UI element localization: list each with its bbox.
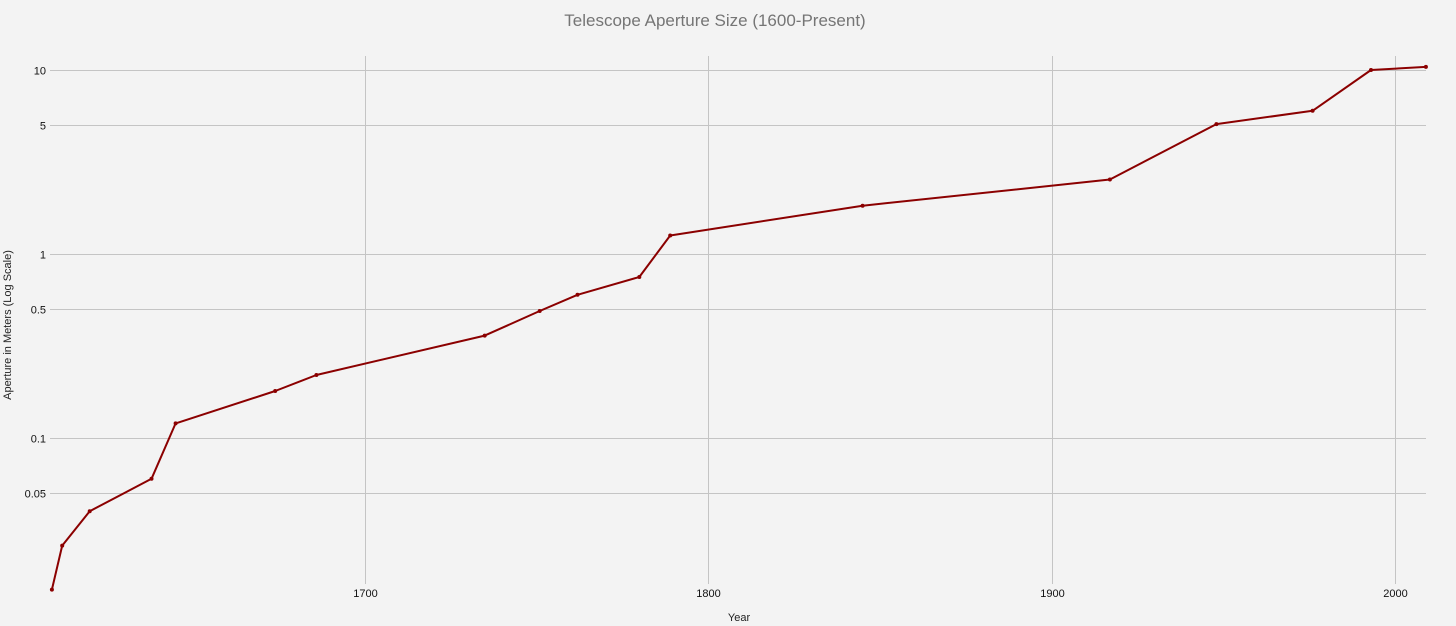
data-point xyxy=(1214,122,1219,127)
data-point xyxy=(1369,68,1373,72)
x-tick-label: 1900 xyxy=(1040,588,1064,600)
chart-title: Telescope Aperture Size (1600-Present) xyxy=(564,11,865,30)
data-point xyxy=(1423,64,1428,69)
x-tick-label: 1800 xyxy=(696,588,720,600)
data-point xyxy=(149,476,154,481)
data-point xyxy=(637,275,642,279)
data-point xyxy=(87,509,92,514)
data-point xyxy=(314,373,319,377)
y-tick-label: 0.1 xyxy=(31,434,46,446)
data-point xyxy=(1107,177,1112,182)
x-axis-label: Year xyxy=(728,612,751,624)
data-point xyxy=(668,233,673,238)
y-tick-label: 0.5 xyxy=(31,305,46,317)
data-point xyxy=(482,333,487,338)
data-point xyxy=(537,309,542,313)
data-point xyxy=(273,389,278,393)
grid xyxy=(50,56,1426,584)
y-tick-label: 10 xyxy=(34,66,46,78)
y-tick-label: 5 xyxy=(40,121,46,133)
data-point xyxy=(575,292,580,297)
y-axis-label: Aperture in Meters (Log Scale) xyxy=(2,250,14,400)
data-point xyxy=(60,543,65,548)
series-line xyxy=(50,65,1427,591)
data-point xyxy=(860,203,865,208)
y-tick-label: 1 xyxy=(40,250,46,262)
data-point xyxy=(1310,108,1315,113)
series xyxy=(49,64,1428,592)
data-point xyxy=(49,587,54,592)
data-point xyxy=(173,421,178,426)
x-tick-label: 2000 xyxy=(1383,588,1407,600)
x-tick-label: 1700 xyxy=(353,588,377,600)
y-tick-label: 0.05 xyxy=(25,489,46,501)
axis-ticks: 0.05 0.1 0.5 1 5 10 1700 1800 1900 2000 xyxy=(25,66,1408,601)
